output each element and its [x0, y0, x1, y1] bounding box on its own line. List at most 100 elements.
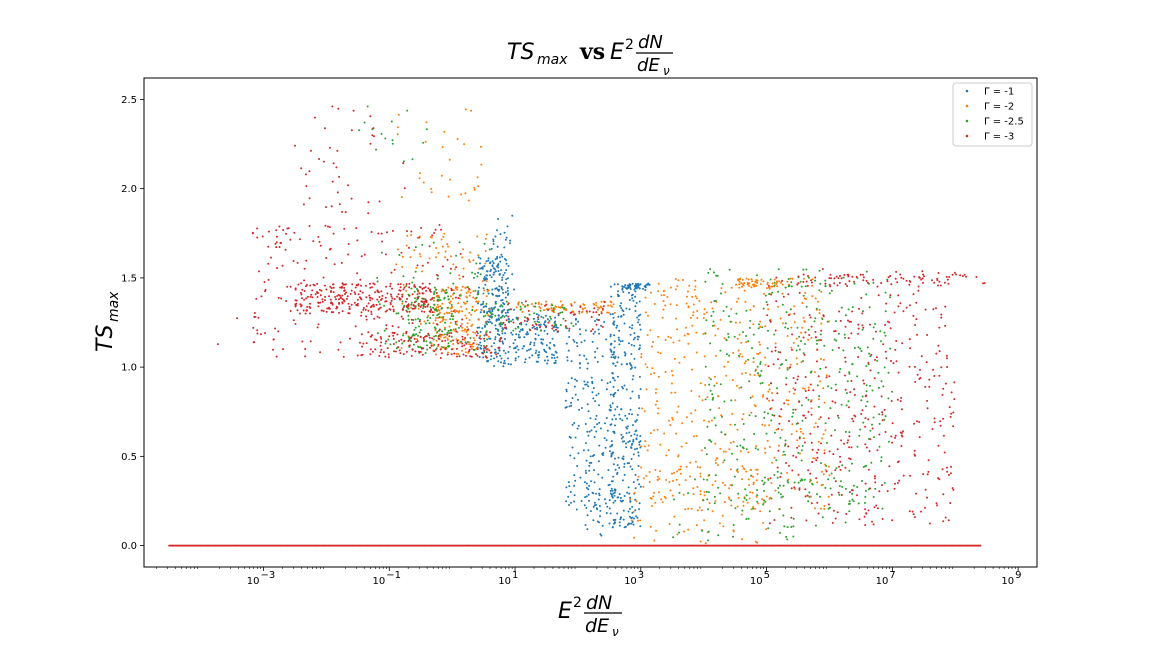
data-point: [875, 504, 878, 507]
data-point: [928, 522, 931, 525]
data-point: [441, 245, 444, 248]
data-point: [838, 371, 841, 373]
data-point: [640, 356, 643, 359]
data-point: [883, 482, 886, 484]
data-point: [616, 324, 619, 327]
data-point: [699, 466, 702, 469]
data-point: [792, 535, 795, 538]
data-point: [503, 231, 506, 234]
data-point: [443, 312, 446, 315]
data-point: [625, 442, 627, 445]
data-point: [613, 283, 616, 286]
data-point: [644, 286, 647, 288]
data-point: [296, 309, 299, 312]
data-point: [862, 466, 865, 468]
data-point: [833, 338, 836, 341]
data-point: [681, 422, 684, 425]
data-point: [524, 305, 526, 308]
data-point: [856, 486, 859, 488]
data-point: [369, 335, 372, 338]
data-point: [622, 310, 625, 313]
data-point: [849, 391, 852, 394]
data-point: [637, 519, 639, 522]
data-point: [614, 408, 617, 411]
data-point: [599, 515, 601, 518]
data-point: [807, 410, 810, 413]
data-point: [755, 445, 758, 448]
data-point: [635, 515, 638, 518]
data-point: [740, 282, 743, 285]
data-point: [776, 387, 778, 390]
data-point: [544, 314, 547, 317]
data-point: [527, 318, 530, 321]
data-point: [627, 441, 630, 443]
data-point: [765, 495, 768, 498]
data-point: [814, 524, 817, 527]
data-point: [540, 329, 542, 332]
data-point: [510, 308, 512, 311]
data-point: [386, 231, 388, 234]
data-point: [866, 400, 869, 403]
data-point: [624, 284, 627, 286]
data-point: [815, 360, 818, 363]
data-point: [861, 480, 863, 482]
data-point: [484, 314, 487, 317]
data-point: [712, 396, 715, 399]
data-point: [468, 260, 471, 263]
data-point: [844, 430, 847, 433]
data-point: [362, 308, 365, 311]
data-point: [801, 419, 804, 422]
data-point: [908, 365, 911, 368]
data-point: [380, 337, 383, 340]
data-point: [861, 324, 864, 327]
data-point: [446, 338, 449, 341]
data-point: [251, 232, 254, 235]
data-point: [711, 393, 714, 396]
data-point: [433, 308, 436, 311]
data-point: [402, 332, 405, 335]
data-point: [916, 333, 918, 336]
data-point: [498, 256, 501, 259]
data-point: [432, 241, 435, 244]
data-point: [786, 538, 789, 541]
data-point: [681, 279, 684, 281]
data-point: [545, 303, 548, 306]
data-point: [695, 331, 698, 334]
data-point: [597, 473, 600, 476]
data-point: [427, 314, 430, 317]
data-point: [294, 322, 297, 325]
data-point: [499, 323, 502, 326]
data-point: [341, 294, 344, 297]
data-point: [441, 302, 444, 305]
data-point: [515, 306, 518, 309]
data-point: [484, 262, 487, 265]
data-point: [711, 307, 714, 310]
data-point: [275, 229, 278, 232]
data-point: [727, 336, 730, 339]
data-point: [452, 282, 455, 285]
data-point: [827, 478, 830, 481]
data-point: [701, 399, 704, 402]
data-point: [629, 397, 632, 400]
data-point: [733, 475, 736, 478]
data-point: [358, 296, 361, 299]
data-point: [668, 419, 670, 422]
data-point: [712, 320, 715, 323]
data-point: [755, 284, 758, 287]
data-point: [566, 359, 569, 362]
data-point: [436, 294, 439, 297]
data-point: [462, 301, 465, 304]
data-point: [493, 271, 496, 274]
data-point: [496, 255, 499, 258]
data-point: [848, 320, 851, 323]
data-point: [848, 280, 851, 283]
data-point: [833, 277, 836, 280]
data-point: [599, 509, 602, 512]
data-point: [341, 210, 344, 213]
data-point: [656, 428, 659, 431]
data-point: [592, 302, 595, 305]
data-point: [820, 484, 823, 487]
data-point: [391, 305, 394, 308]
title-rhs-num: dN: [638, 32, 663, 53]
data-point: [834, 401, 837, 404]
